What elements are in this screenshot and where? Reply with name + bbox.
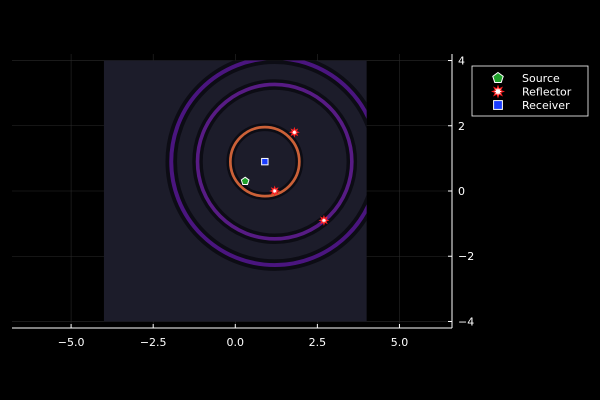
y-tick-label: −4 (458, 315, 474, 328)
legend-source-marker (492, 71, 504, 83)
legend-label: Reflector (522, 86, 572, 99)
axes: −5.0 −2.5 0.0 2.5 5.0 −4 −2 0 2 4 (12, 54, 474, 349)
heatmap (103, 60, 367, 322)
legend-reflector-marker (491, 84, 505, 99)
source-marker (240, 176, 250, 185)
y-tick-label: 2 (458, 120, 465, 133)
wave-rings (165, 60, 367, 271)
wave-ring (195, 82, 354, 241)
reflector-marker (318, 214, 330, 226)
x-tick-label: 0.0 (227, 336, 245, 349)
legend-label: Receiver (522, 99, 570, 112)
x-tick-label: 2.5 (309, 336, 327, 349)
reflector-marker (288, 126, 300, 138)
legend-receiver-marker (493, 100, 503, 110)
x-tick-label: −2.5 (140, 336, 167, 349)
star-marker-shape (269, 185, 281, 197)
legend-box (471, 65, 589, 117)
wave-ring (169, 60, 367, 268)
y-tick-label: −2 (458, 250, 474, 263)
y-tick-label: 4 (458, 55, 465, 68)
wave-ring (229, 125, 301, 198)
star-marker-shape (491, 84, 505, 99)
x-tick-label: −5.0 (58, 336, 85, 349)
reflector-marker (269, 185, 281, 197)
legend-label: Source (522, 72, 560, 85)
receiver-marker (261, 157, 269, 166)
markers (240, 126, 330, 226)
star-marker-shape (288, 126, 300, 138)
star-marker-shape (318, 214, 330, 226)
y-tick-label: 0 (458, 185, 465, 198)
x-tick-label: 5.0 (391, 336, 409, 349)
